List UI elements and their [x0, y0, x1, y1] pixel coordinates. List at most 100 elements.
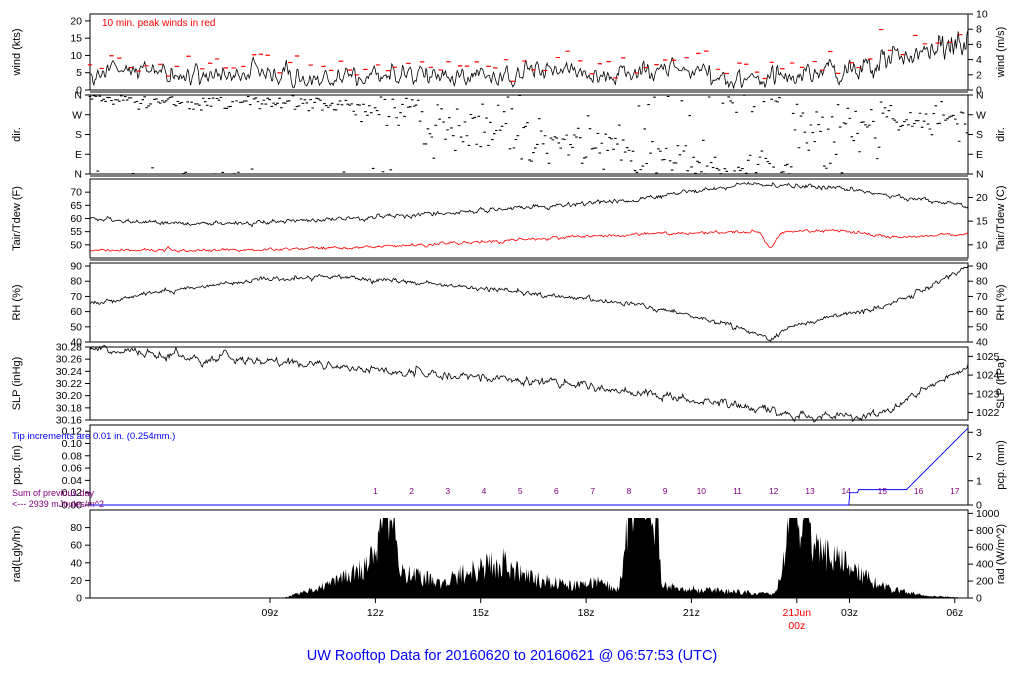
svg-text:2: 2 [976, 451, 982, 463]
svg-text:12z: 12z [367, 607, 384, 619]
svg-text:5: 5 [76, 67, 82, 79]
svg-text:10: 10 [70, 50, 82, 62]
svg-text:N: N [74, 169, 82, 181]
svg-text:13: 13 [805, 486, 815, 496]
svg-text:Tair/Tdew (F): Tair/Tdew (F) [11, 186, 23, 251]
svg-text:80: 80 [70, 522, 82, 534]
svg-text:0: 0 [976, 593, 982, 605]
svg-text:20: 20 [70, 575, 82, 587]
svg-text:06z: 06z [946, 607, 963, 619]
svg-text:pcp. (mm): pcp. (mm) [995, 440, 1007, 490]
svg-text:7: 7 [590, 486, 595, 496]
svg-text:60: 60 [70, 213, 82, 225]
svg-text:60: 60 [976, 306, 988, 318]
svg-text:50: 50 [976, 321, 988, 333]
svg-text:15z: 15z [472, 607, 489, 619]
svg-text:rad(Lgly/hr): rad(Lgly/hr) [11, 526, 23, 582]
svg-text:65: 65 [70, 200, 82, 212]
svg-text:SLP (hPa): SLP (hPa) [995, 358, 1007, 409]
svg-text:Tair/Tdew (C): Tair/Tdew (C) [995, 185, 1007, 251]
svg-text:Tip increments are 0.01 in. (0: Tip increments are 0.01 in. (0.254mm.) [12, 431, 175, 442]
svg-text:0.08: 0.08 [62, 450, 83, 462]
svg-text:16: 16 [914, 486, 924, 496]
svg-text:800: 800 [976, 525, 994, 537]
svg-text:wind (m/s): wind (m/s) [995, 27, 1007, 79]
svg-text:0.04: 0.04 [62, 475, 83, 487]
svg-text:30.20: 30.20 [56, 390, 82, 402]
svg-text:RH (%): RH (%) [995, 284, 1007, 320]
svg-text:30.18: 30.18 [56, 402, 82, 414]
svg-text:70: 70 [976, 291, 988, 303]
svg-text:pcp. (in): pcp. (in) [11, 445, 23, 485]
svg-text:80: 80 [976, 276, 988, 288]
svg-text:20: 20 [976, 192, 988, 204]
svg-text:21z: 21z [683, 607, 700, 619]
svg-text:50: 50 [70, 239, 82, 251]
svg-text:30.28: 30.28 [56, 342, 82, 354]
svg-text:03z: 03z [841, 607, 858, 619]
svg-text:<--- 2939 mJoules/m^2: <--- 2939 mJoules/m^2 [12, 499, 104, 509]
svg-text:9: 9 [663, 486, 668, 496]
svg-text:4: 4 [482, 486, 487, 496]
svg-text:00z: 00z [788, 620, 805, 632]
svg-text:60: 60 [70, 306, 82, 318]
svg-text:E: E [976, 149, 983, 161]
svg-text:400: 400 [976, 559, 994, 571]
svg-text:wind (kts): wind (kts) [11, 28, 23, 76]
svg-text:3: 3 [445, 486, 450, 496]
svg-text:4: 4 [976, 54, 982, 66]
svg-text:14: 14 [841, 486, 851, 496]
svg-text:6: 6 [554, 486, 559, 496]
svg-text:3: 3 [976, 427, 982, 439]
svg-text:40: 40 [70, 557, 82, 569]
svg-text:0.06: 0.06 [62, 463, 83, 475]
svg-text:60: 60 [70, 540, 82, 552]
svg-text:W: W [72, 109, 82, 121]
svg-text:09z: 09z [262, 607, 279, 619]
svg-text:E: E [75, 149, 82, 161]
svg-text:S: S [976, 129, 983, 141]
svg-text:8: 8 [976, 24, 982, 36]
svg-text:W: W [976, 109, 986, 121]
svg-text:Sum of previous day: Sum of previous day [12, 488, 95, 498]
svg-text:10: 10 [976, 239, 988, 251]
svg-text:rad (W/m^2): rad (W/m^2) [995, 524, 1007, 584]
svg-text:600: 600 [976, 542, 994, 554]
svg-text:UW Rooftop Data for 20160620: UW Rooftop Data for 20160620 to 20160621… [307, 648, 718, 664]
svg-text:30.26: 30.26 [56, 354, 82, 366]
svg-text:2: 2 [976, 69, 982, 81]
svg-text:80: 80 [70, 276, 82, 288]
svg-text:10: 10 [697, 486, 707, 496]
svg-text:15: 15 [878, 486, 888, 496]
svg-text:N: N [976, 169, 984, 181]
svg-text:70: 70 [70, 291, 82, 303]
svg-text:40: 40 [976, 337, 988, 349]
svg-text:70: 70 [70, 187, 82, 199]
svg-text:S: S [75, 129, 82, 141]
svg-text:dir.: dir. [995, 127, 1007, 142]
svg-text:30.22: 30.22 [56, 378, 82, 390]
svg-text:5: 5 [518, 486, 523, 496]
svg-text:1000: 1000 [976, 508, 1000, 520]
svg-text:6: 6 [976, 39, 982, 51]
svg-text:2: 2 [409, 486, 414, 496]
svg-text:10 min. peak winds in red: 10 min. peak winds in red [102, 18, 215, 29]
svg-text:8: 8 [627, 486, 632, 496]
svg-text:11: 11 [733, 486, 742, 496]
svg-text:18z: 18z [578, 607, 595, 619]
svg-text:N: N [74, 90, 82, 102]
svg-text:15: 15 [976, 216, 988, 228]
svg-text:30.24: 30.24 [56, 366, 82, 378]
svg-text:1: 1 [373, 486, 378, 496]
svg-text:SLP (inHg): SLP (inHg) [11, 357, 23, 411]
svg-text:dir.: dir. [11, 127, 23, 142]
svg-text:90: 90 [976, 261, 988, 273]
svg-text:RH (%): RH (%) [11, 284, 23, 320]
svg-text:50: 50 [70, 321, 82, 333]
svg-text:0: 0 [76, 593, 82, 605]
svg-text:15: 15 [70, 33, 82, 45]
svg-text:1: 1 [976, 475, 982, 487]
svg-text:20: 20 [70, 15, 82, 27]
svg-text:N: N [976, 90, 984, 102]
svg-text:17: 17 [950, 486, 960, 496]
